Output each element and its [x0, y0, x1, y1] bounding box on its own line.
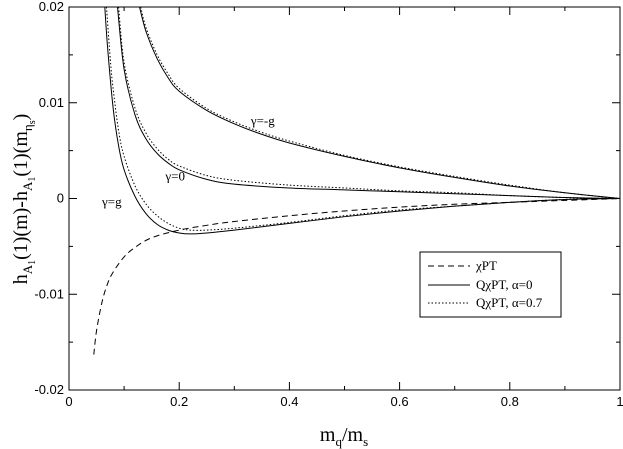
x-tick-label: 0.6 [391, 394, 409, 409]
x-tick-label: 0 [65, 394, 72, 409]
x-tick-label: 0.2 [170, 394, 188, 409]
y-tick-label: 0 [57, 191, 64, 206]
series-0-dashed-line [93, 198, 620, 355]
series-6-dotted-line [105, 7, 620, 231]
series-1-solid-line [139, 7, 620, 199]
annotations: γ=-g γ=0 γ=g [101, 113, 275, 209]
y-tick-label: -0.01 [34, 286, 64, 301]
x-tick-label: 0.4 [280, 394, 298, 409]
series-2-dotted-line [140, 7, 620, 199]
gamma-annotation: γ=0 [164, 168, 185, 183]
legend: χPT QχPT, α=0 QχPT, α=0.7 [419, 251, 562, 318]
series-5-solid-line [104, 7, 620, 235]
curves [93, 7, 620, 355]
legend-label-alpha0: QχPT, α=0 [476, 277, 533, 292]
x-axis-title: mq/ms [320, 424, 368, 449]
y-axis-title: hA1(1)(m)-hA1(1)(mηs) [10, 114, 38, 285]
gamma-annotation: γ=-g [250, 113, 275, 128]
axis-ticks [68, 6, 621, 391]
plot-frame [68, 6, 621, 391]
gamma-annotation: γ=g [101, 194, 122, 209]
tick-labels: 0 0.2 0.4 0.6 0.8 1 -0.02 -0.01 0 0.01 0.02 [34, 0, 623, 409]
y-tick-label: 0.02 [39, 0, 64, 14]
legend-label-chipt: χPT [475, 258, 497, 273]
series-3-solid-line [116, 7, 620, 199]
y-tick-label: 0.01 [39, 95, 64, 110]
series-4-dotted-line [118, 7, 620, 199]
legend-label-alpha07: QχPT, α=0.7 [476, 295, 543, 310]
x-tick-label: 0.8 [501, 394, 519, 409]
y-tick-label: -0.02 [34, 382, 64, 397]
x-tick-label: 1 [616, 394, 623, 409]
